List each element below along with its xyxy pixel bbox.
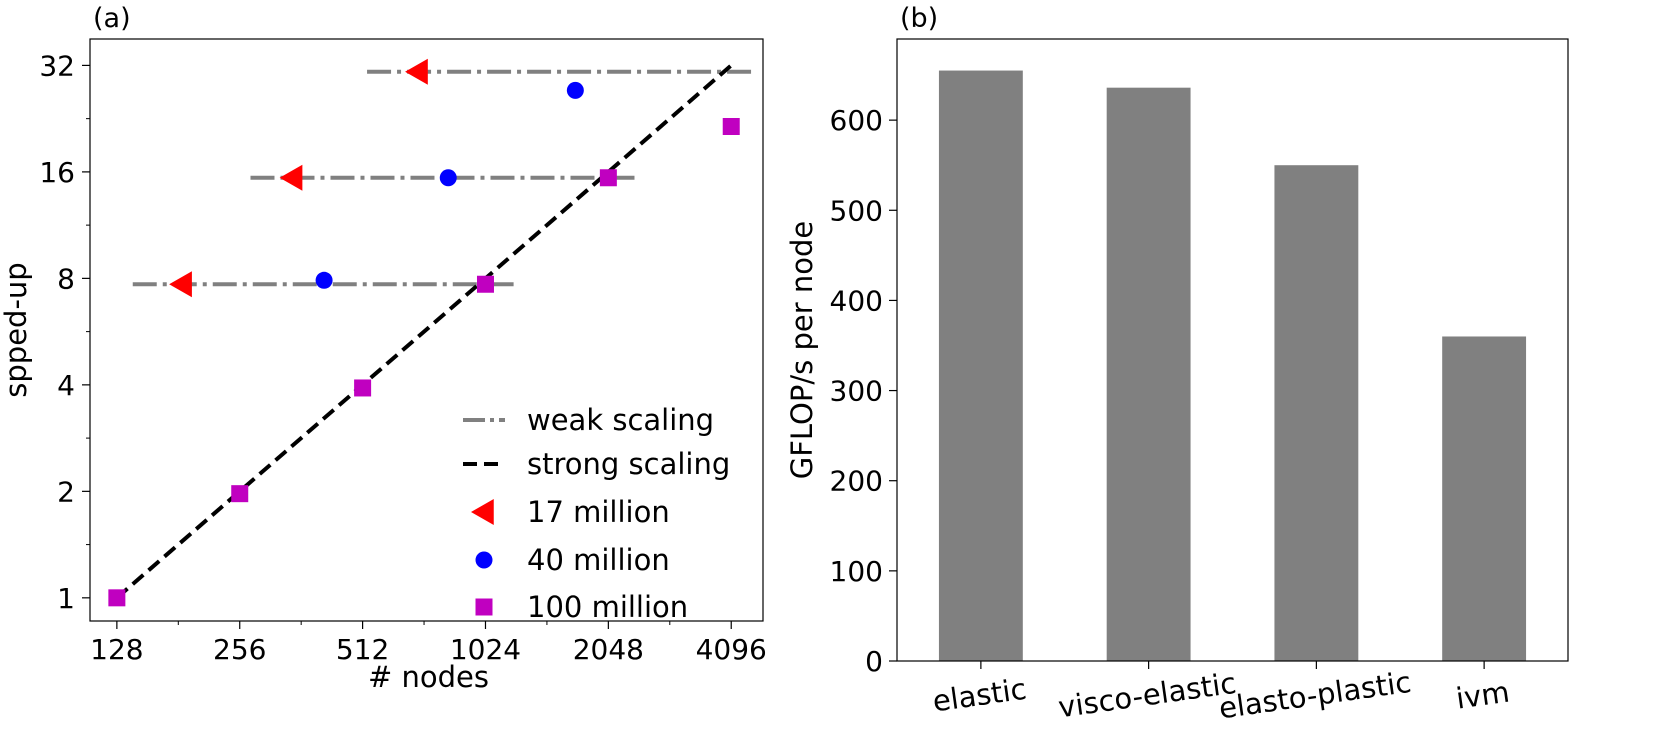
- y-tick-label-32: 32: [39, 49, 75, 82]
- 100-million-marker: [599, 169, 617, 187]
- 40-million-marker: [566, 81, 584, 99]
- panel-a-plot-frame: [89, 38, 764, 622]
- y-tick-label-500: 500: [830, 194, 883, 227]
- legend-weak-scaling-label: weak scaling: [527, 403, 714, 437]
- x-tick-label-512: 512: [336, 633, 389, 666]
- y-tick-label-200: 200: [830, 465, 883, 498]
- 17-million-marker: [279, 164, 303, 191]
- 17-million-marker: [169, 271, 192, 298]
- x-tick-label-1024: 1024: [450, 633, 521, 666]
- 100-million-marker: [476, 275, 494, 293]
- panel-a-y-axis-label: spped-up: [0, 262, 33, 397]
- x-tick-label-elasto-plastic: elasto-plastic: [1217, 665, 1413, 726]
- bar-elasto-plastic: [1274, 165, 1359, 662]
- strong-scaling-line: [115, 63, 733, 600]
- panel-b-y-axis-label: GFLOP/s per node: [785, 221, 819, 479]
- legend-40-million-label: 40 million: [527, 543, 670, 577]
- 40-million-marker: [315, 271, 333, 289]
- y-tick-label-16: 16: [39, 156, 75, 189]
- legend-strong-scaling-label: strong scaling: [527, 447, 730, 481]
- panel-b: (b) 0 100 200 300 400 500 600 elastic visco-ela…: [785, 3, 1569, 726]
- panel-a: (a) 128 256 512 1024 2048 4096 1 2 4 8 16 32 # nod…: [0, 3, 767, 694]
- 100-million-marker: [231, 485, 249, 503]
- panel-a-legend: weak scaling strong scaling 17 million 4…: [463, 403, 730, 624]
- x-tick-label-ivm: ivm: [1454, 675, 1512, 716]
- 100-million-marker: [354, 379, 372, 397]
- 100-million-marker: [722, 117, 740, 135]
- legend-17-million-label: 17 million: [527, 495, 670, 529]
- bar-visco-elastic: [1106, 87, 1191, 661]
- panel-a-series: [108, 58, 756, 607]
- y-tick-label-1: 1: [57, 582, 75, 615]
- x-tick-label-256: 256: [213, 633, 266, 666]
- panel-a-x-ticks: 128 256 512 1024 2048 4096: [90, 621, 767, 666]
- 17-million-marker: [405, 58, 428, 85]
- 100-million-marker: [108, 589, 126, 607]
- y-tick-label-2: 2: [57, 475, 75, 508]
- y-tick-label-300: 300: [830, 375, 883, 408]
- legend-100-million-label: 100 million: [527, 590, 688, 624]
- panel-a-y-ticks: 1 2 4 8 16 32: [39, 49, 90, 615]
- y-tick-label-400: 400: [830, 284, 883, 317]
- x-tick-label-2048: 2048: [573, 633, 644, 666]
- y-tick-label-600: 600: [830, 104, 883, 137]
- panel-b-y-ticks: 0 100 200 300 400 500 600: [830, 104, 897, 678]
- 40-million-marker: [439, 169, 457, 187]
- x-tick-label-visco-elastic: visco-elastic: [1056, 666, 1238, 725]
- bar-elastic: [938, 70, 1023, 662]
- legend-17-million-marker: [471, 499, 494, 525]
- legend-40-million-marker: [475, 551, 493, 569]
- y-tick-label-0: 0: [865, 645, 883, 678]
- panel-b-plot-frame: [896, 38, 1569, 662]
- y-tick-label-4: 4: [57, 369, 75, 402]
- x-tick-label-4096: 4096: [696, 633, 767, 666]
- panel-b-label: (b): [900, 3, 938, 34]
- panel-a-x-axis-label: # nodes: [368, 660, 489, 694]
- bar-ivm: [1442, 336, 1527, 661]
- y-tick-label-100: 100: [830, 555, 883, 588]
- x-tick-label-elastic: elastic: [930, 672, 1028, 719]
- panel-b-bars: [938, 70, 1527, 662]
- x-tick-label-128: 128: [90, 633, 143, 666]
- panel-a-label: (a): [93, 3, 131, 34]
- legend-100-million-marker: [475, 598, 493, 616]
- y-tick-label-8: 8: [57, 262, 75, 295]
